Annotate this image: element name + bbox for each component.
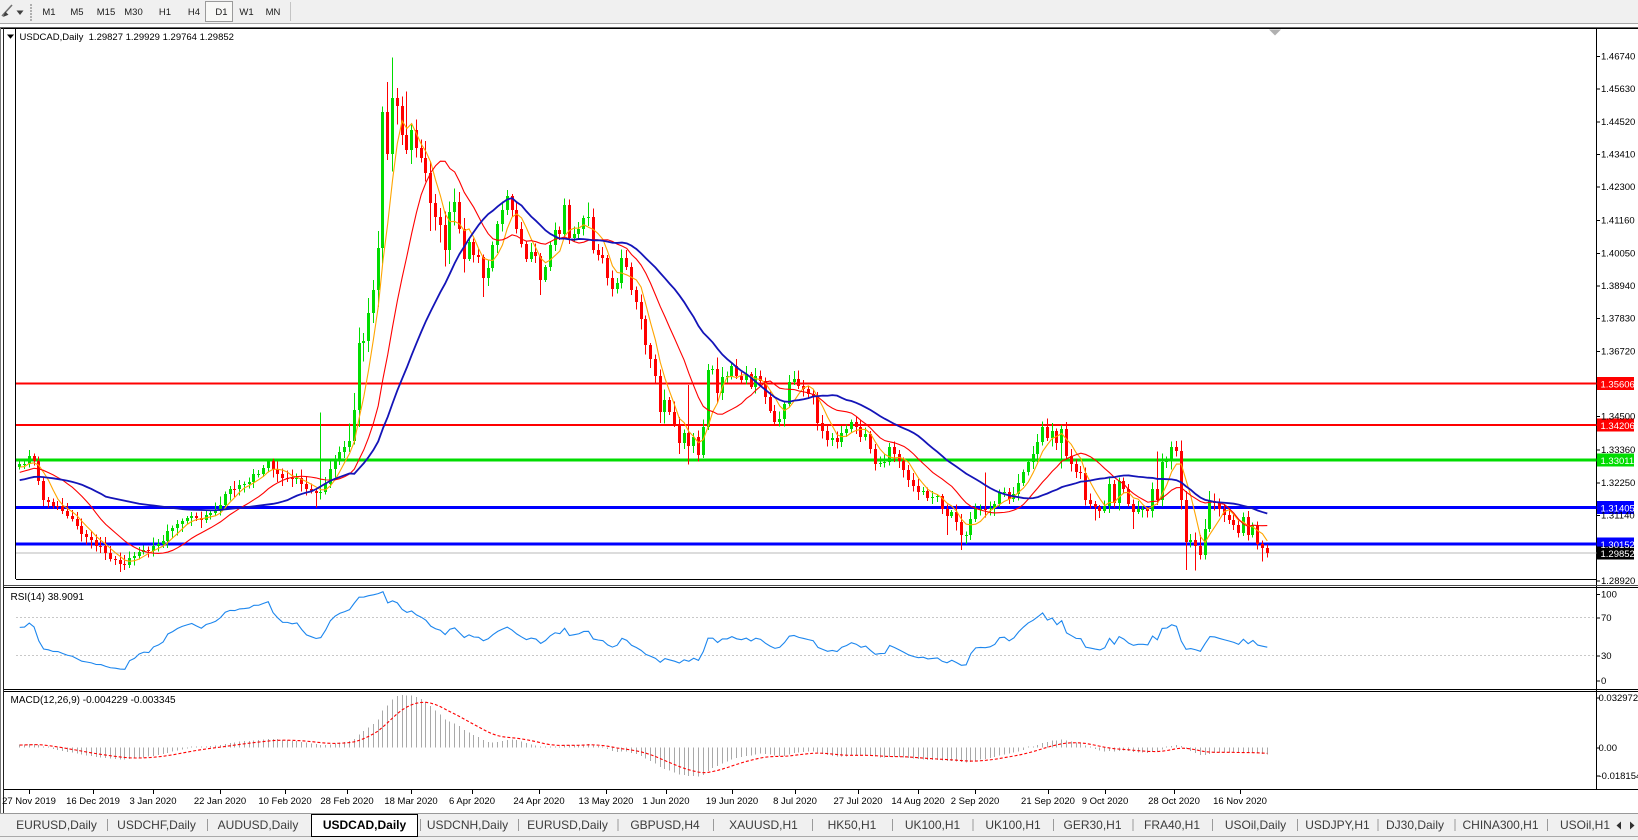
- svg-text:USDCAD,Daily: USDCAD,Daily: [323, 818, 407, 832]
- svg-text:28 Oct 2020: 28 Oct 2020: [1148, 796, 1200, 807]
- svg-text:CHINA300,H1: CHINA300,H1: [1462, 818, 1538, 832]
- svg-text:1.41160: 1.41160: [1601, 216, 1635, 227]
- svg-text:D1: D1: [215, 7, 227, 18]
- svg-text:21 Sep 2020: 21 Sep 2020: [1021, 796, 1075, 807]
- svg-text:0.00: 0.00: [1599, 743, 1618, 754]
- svg-text:GER30,H1: GER30,H1: [1063, 818, 1121, 832]
- svg-text:1.36720: 1.36720: [1601, 346, 1635, 357]
- svg-text:AUDUSD,Daily: AUDUSD,Daily: [218, 818, 299, 832]
- svg-text:USDCNH,Daily: USDCNH,Daily: [427, 818, 508, 832]
- svg-text:1.29852: 1.29852: [1601, 549, 1635, 560]
- svg-text:1.44520: 1.44520: [1601, 117, 1635, 128]
- svg-text:1.34206: 1.34206: [1601, 421, 1635, 432]
- svg-text:13 May 2020: 13 May 2020: [579, 796, 634, 807]
- svg-text:14 Aug 2020: 14 Aug 2020: [891, 796, 944, 807]
- svg-text:0.032972: 0.032972: [1599, 693, 1638, 704]
- svg-text:10 Feb 2020: 10 Feb 2020: [258, 796, 311, 807]
- svg-text:6 Apr 2020: 6 Apr 2020: [449, 796, 495, 807]
- svg-text:-0.018154: -0.018154: [1599, 771, 1638, 782]
- svg-text:16 Dec 2019: 16 Dec 2019: [66, 796, 120, 807]
- svg-text:1.30152: 1.30152: [1601, 540, 1635, 551]
- svg-text:24 Apr 2020: 24 Apr 2020: [513, 796, 564, 807]
- svg-text:UK100,H1: UK100,H1: [905, 818, 961, 832]
- svg-text:1.28920: 1.28920: [1601, 576, 1635, 587]
- svg-text:EURUSD,Daily: EURUSD,Daily: [16, 818, 97, 832]
- svg-text:9 Oct 2020: 9 Oct 2020: [1082, 796, 1128, 807]
- svg-text:18 Mar 2020: 18 Mar 2020: [384, 796, 437, 807]
- svg-text:M15: M15: [97, 7, 115, 18]
- svg-text:RSI(14) 38.9091: RSI(14) 38.9091: [11, 592, 85, 603]
- svg-text:1.38940: 1.38940: [1601, 281, 1635, 292]
- svg-text:1.34500: 1.34500: [1601, 412, 1635, 423]
- svg-text:USOil,Daily: USOil,Daily: [1225, 818, 1286, 832]
- svg-text:USDCHF,Daily: USDCHF,Daily: [117, 818, 196, 832]
- svg-text:MACD(12,26,9) -0.004229 -0.003: MACD(12,26,9) -0.004229 -0.003345: [11, 695, 177, 706]
- svg-text:0: 0: [1601, 676, 1606, 687]
- svg-text:H4: H4: [188, 7, 200, 18]
- svg-text:27 Jul 2020: 27 Jul 2020: [833, 796, 882, 807]
- svg-text:1.33360: 1.33360: [1601, 445, 1635, 456]
- svg-text:1.31405: 1.31405: [1601, 503, 1635, 514]
- svg-text:EURUSD,Daily: EURUSD,Daily: [527, 818, 608, 832]
- svg-text:8 Jul 2020: 8 Jul 2020: [773, 796, 817, 807]
- svg-text:USDJPY,H1: USDJPY,H1: [1305, 818, 1370, 832]
- svg-text:1.33011: 1.33011: [1601, 456, 1635, 467]
- svg-text:1.43410: 1.43410: [1601, 149, 1635, 160]
- svg-text:28 Feb 2020: 28 Feb 2020: [320, 796, 373, 807]
- svg-text:USOil,H1: USOil,H1: [1560, 818, 1610, 832]
- svg-text:HK50,H1: HK50,H1: [828, 818, 877, 832]
- svg-text:M5: M5: [70, 7, 83, 18]
- svg-text:30: 30: [1601, 651, 1612, 662]
- svg-text:100: 100: [1601, 590, 1617, 601]
- svg-text:16 Nov 2020: 16 Nov 2020: [1213, 796, 1267, 807]
- svg-text:M1: M1: [42, 7, 55, 18]
- svg-text:1.37830: 1.37830: [1601, 314, 1635, 325]
- svg-text:1.40050: 1.40050: [1601, 248, 1635, 259]
- svg-text:2 Sep 2020: 2 Sep 2020: [951, 796, 1000, 807]
- svg-text:1.42300: 1.42300: [1601, 182, 1635, 193]
- svg-text:DJ30,Daily: DJ30,Daily: [1386, 818, 1444, 832]
- svg-text:19 Jun 2020: 19 Jun 2020: [706, 796, 758, 807]
- svg-text:1.46740: 1.46740: [1601, 52, 1635, 63]
- svg-text:1 Jun 2020: 1 Jun 2020: [642, 796, 689, 807]
- svg-text:1.45630: 1.45630: [1601, 84, 1635, 95]
- svg-text:H1: H1: [159, 7, 171, 18]
- svg-text:W1: W1: [239, 7, 253, 18]
- svg-text:22 Jan 2020: 22 Jan 2020: [194, 796, 246, 807]
- svg-text:27 Nov 2019: 27 Nov 2019: [2, 796, 56, 807]
- svg-text:1.35606: 1.35606: [1601, 380, 1635, 391]
- svg-text:1.31140: 1.31140: [1601, 511, 1635, 522]
- svg-text:MN: MN: [266, 7, 281, 18]
- svg-text:XAUUSD,H1: XAUUSD,H1: [729, 818, 798, 832]
- svg-text:USDCAD,Daily 1.29827 1.29929: USDCAD,Daily 1.29827 1.29929 1.29764 1.2…: [20, 32, 234, 43]
- svg-text:GBPUSD,H4: GBPUSD,H4: [630, 818, 700, 832]
- svg-text:FRA40,H1: FRA40,H1: [1144, 818, 1200, 832]
- svg-text:3 Jan 2020: 3 Jan 2020: [129, 796, 176, 807]
- svg-text:1.32250: 1.32250: [1601, 478, 1635, 489]
- svg-text:70: 70: [1601, 613, 1612, 624]
- svg-text:M30: M30: [124, 7, 142, 18]
- svg-text:UK100,H1: UK100,H1: [985, 818, 1041, 832]
